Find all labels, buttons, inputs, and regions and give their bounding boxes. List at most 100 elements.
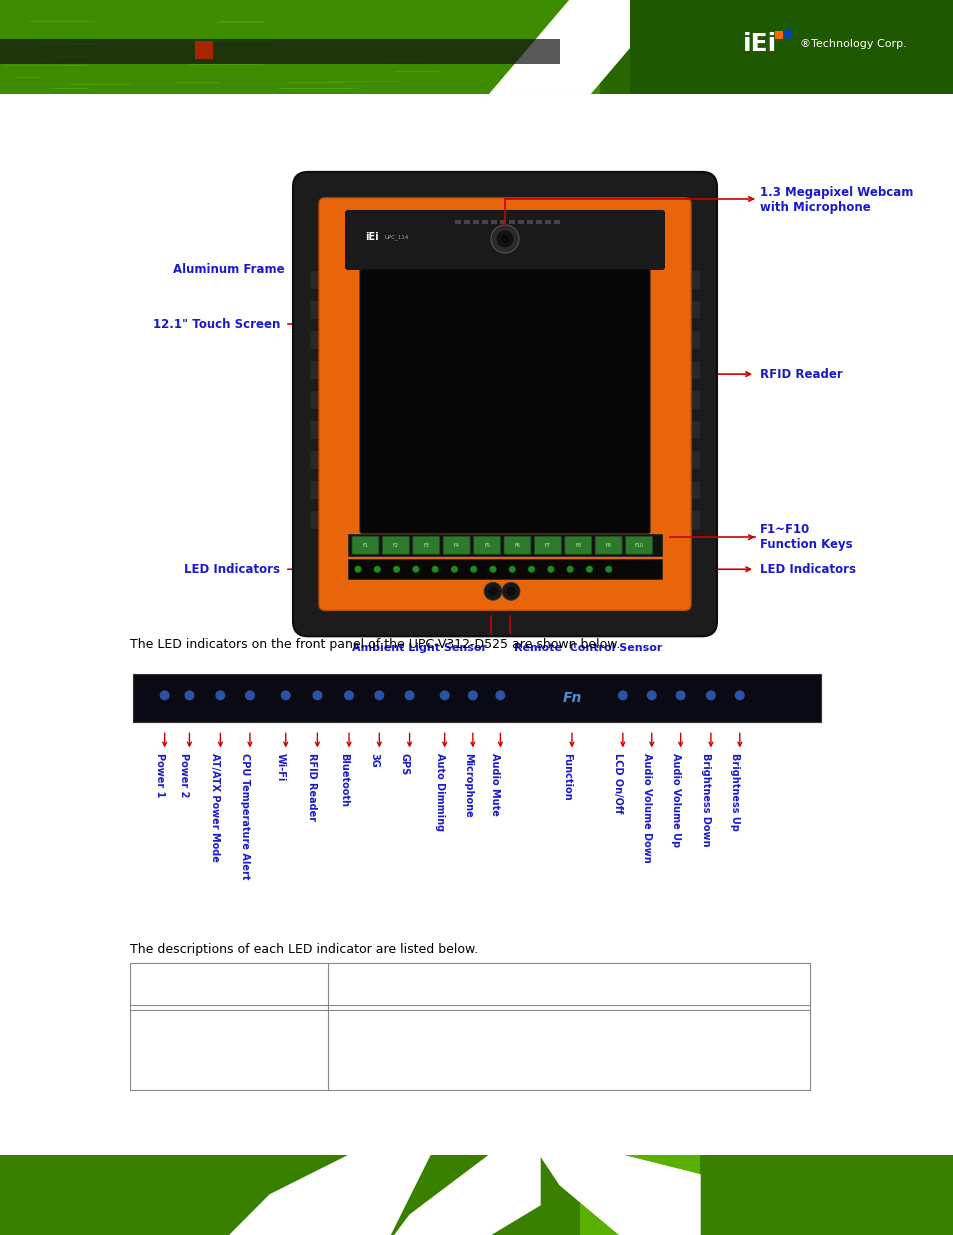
Bar xyxy=(481,220,488,224)
Text: LCD On/Off: LCD On/Off xyxy=(612,753,622,814)
Text: LED Indicators: LED Indicators xyxy=(184,563,280,576)
Bar xyxy=(691,421,700,440)
Text: Function: Function xyxy=(561,753,572,802)
Circle shape xyxy=(431,566,438,573)
Text: Audio Mute: Audio Mute xyxy=(490,753,500,816)
Text: Aluminum Frame: Aluminum Frame xyxy=(173,263,285,275)
Text: F4: F4 xyxy=(454,542,459,548)
Text: Power 2: Power 2 xyxy=(179,753,190,798)
Circle shape xyxy=(374,566,380,573)
Text: Wi-Fi: Wi-Fi xyxy=(275,753,286,782)
Circle shape xyxy=(547,566,554,573)
Bar xyxy=(132,674,821,722)
Circle shape xyxy=(451,566,457,573)
Ellipse shape xyxy=(783,28,791,40)
Bar xyxy=(310,270,317,289)
Bar xyxy=(130,962,809,1089)
Text: The LED indicators on the front panel of the UPC-V312-D525 are shown below.: The LED indicators on the front panel of… xyxy=(130,637,619,651)
Bar xyxy=(526,220,533,224)
Circle shape xyxy=(355,566,361,573)
Circle shape xyxy=(312,690,322,700)
Bar xyxy=(629,0,953,94)
Bar xyxy=(691,391,700,409)
FancyBboxPatch shape xyxy=(503,536,531,555)
Bar xyxy=(0,0,599,94)
Bar xyxy=(700,1155,953,1235)
Text: Bluetooth: Bluetooth xyxy=(338,753,349,808)
Circle shape xyxy=(528,566,535,573)
Circle shape xyxy=(439,690,449,700)
Circle shape xyxy=(488,587,497,595)
Circle shape xyxy=(734,690,744,700)
Bar xyxy=(579,1155,953,1235)
Text: F7: F7 xyxy=(544,542,550,548)
Polygon shape xyxy=(490,0,669,94)
Circle shape xyxy=(489,566,496,573)
Bar xyxy=(455,220,460,224)
Text: 1.3 Megapixel Webcam: 1.3 Megapixel Webcam xyxy=(760,186,912,199)
Text: F3: F3 xyxy=(423,542,429,548)
FancyBboxPatch shape xyxy=(318,198,690,610)
Circle shape xyxy=(483,582,501,600)
Bar xyxy=(691,331,700,350)
Text: RFID Reader: RFID Reader xyxy=(760,368,841,380)
Circle shape xyxy=(412,566,419,573)
Bar xyxy=(554,220,559,224)
Bar xyxy=(463,220,470,224)
Text: Microphone: Microphone xyxy=(462,753,473,818)
FancyBboxPatch shape xyxy=(595,536,621,555)
Circle shape xyxy=(491,225,518,253)
Bar xyxy=(310,301,317,319)
Circle shape xyxy=(646,690,656,700)
Bar xyxy=(473,220,478,224)
Text: GPS: GPS xyxy=(399,753,409,776)
FancyBboxPatch shape xyxy=(564,536,591,555)
Circle shape xyxy=(506,587,515,595)
Bar xyxy=(691,451,700,469)
Text: F9: F9 xyxy=(605,542,611,548)
FancyBboxPatch shape xyxy=(359,269,649,534)
Text: Brightness Down: Brightness Down xyxy=(700,753,710,847)
Bar xyxy=(0,40,559,64)
FancyBboxPatch shape xyxy=(413,536,439,555)
Bar xyxy=(310,482,317,499)
Text: The descriptions of each LED indicator are listed below.: The descriptions of each LED indicator a… xyxy=(130,944,477,956)
Circle shape xyxy=(495,690,505,700)
Circle shape xyxy=(245,690,254,700)
Circle shape xyxy=(500,235,509,243)
FancyBboxPatch shape xyxy=(443,536,470,555)
Circle shape xyxy=(508,566,516,573)
Text: F6: F6 xyxy=(514,542,519,548)
Text: Audio Volume Down: Audio Volume Down xyxy=(641,753,651,863)
Bar xyxy=(310,451,317,469)
Text: 3G: 3G xyxy=(369,753,379,768)
Bar xyxy=(517,220,523,224)
Circle shape xyxy=(705,690,715,700)
Text: with Microphone: with Microphone xyxy=(760,201,870,215)
Bar xyxy=(774,31,782,40)
Polygon shape xyxy=(395,1155,539,1235)
Text: Function Keys: Function Keys xyxy=(760,537,852,551)
Bar xyxy=(491,220,497,224)
Bar xyxy=(544,220,551,224)
Text: Auto Dimming: Auto Dimming xyxy=(435,753,444,831)
FancyBboxPatch shape xyxy=(534,536,560,555)
Text: 12.1" Touch Screen: 12.1" Touch Screen xyxy=(152,317,280,331)
Bar xyxy=(691,270,700,289)
Text: CPU Temperature Alert: CPU Temperature Alert xyxy=(240,753,250,879)
Circle shape xyxy=(618,690,627,700)
Text: Brightness Up: Brightness Up xyxy=(729,753,739,831)
Circle shape xyxy=(280,690,291,700)
Text: F2: F2 xyxy=(393,542,398,548)
Bar xyxy=(691,511,700,530)
Circle shape xyxy=(184,690,194,700)
Circle shape xyxy=(215,690,225,700)
Text: UPC_114: UPC_114 xyxy=(385,235,409,240)
Polygon shape xyxy=(230,1155,430,1235)
FancyBboxPatch shape xyxy=(473,536,500,555)
Circle shape xyxy=(604,566,612,573)
Polygon shape xyxy=(539,1155,700,1235)
Text: F10: F10 xyxy=(634,542,643,548)
Bar xyxy=(310,361,317,379)
Circle shape xyxy=(501,582,519,600)
